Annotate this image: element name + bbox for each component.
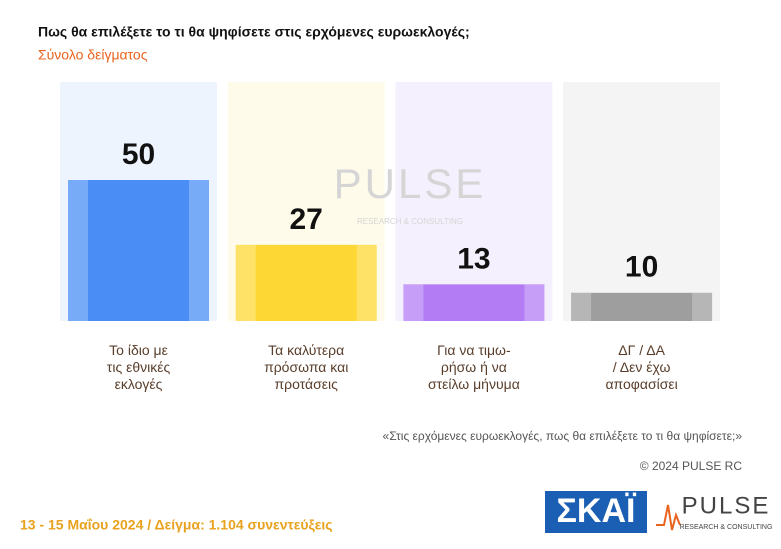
value-label: 10 <box>625 251 658 284</box>
bar <box>571 292 713 321</box>
skai-logo: ΣΚΑΪ <box>557 492 638 530</box>
bar-edge <box>403 284 424 321</box>
watermark-tagline: RESEARCH & CONSULTING <box>357 217 463 226</box>
bar-edge <box>524 284 545 321</box>
bar <box>68 180 209 321</box>
watermark: PULSE <box>334 160 487 207</box>
value-label: 50 <box>122 138 155 171</box>
bar-edge <box>692 292 713 321</box>
bar <box>235 244 377 321</box>
chart-subtitle: Σύνολο δείγματος <box>38 47 148 63</box>
pulse-logo: PULSE <box>682 492 771 519</box>
pulse-logo-tagline: RESEARCH & CONSULTING <box>680 524 773 531</box>
chart-title: Πως θα επιλέξετε το τι θα ψηφίσετε στις … <box>38 24 470 40</box>
x-tick-label: Τα καλύτερα πρόσωπα και προτάσεις <box>264 342 348 392</box>
x-tick-label: ΔΓ / ΔΑ / Δεν έχω αποφασίσει <box>605 342 677 392</box>
bar-edge <box>356 244 377 321</box>
panel <box>395 82 553 321</box>
bar-edge <box>571 292 592 321</box>
bar-edge <box>68 180 88 321</box>
value-label: 27 <box>290 203 323 236</box>
bar-edge <box>235 244 256 321</box>
copyright: © 2024 PULSE RC <box>640 459 743 473</box>
bar <box>403 284 545 321</box>
x-tick-label: Για να τιμω-ρήσω ή να στείλω μήνυμα <box>428 342 520 392</box>
bar-edge <box>189 180 209 321</box>
footnote: «Στις ερχόμενες ευρωεκλογές, πως θα επιλ… <box>383 429 743 443</box>
skai-logo-bg <box>545 491 647 533</box>
value-label: 13 <box>457 242 490 275</box>
panel <box>563 82 721 321</box>
pulse-logo-icon <box>656 504 681 531</box>
footer: 13 - 15 Μαΐου 2024 / Δείγμα: 1.104 συνεν… <box>20 517 333 533</box>
x-tick-label: Το ίδιο με τις εθνικές εκλογές <box>107 342 171 392</box>
